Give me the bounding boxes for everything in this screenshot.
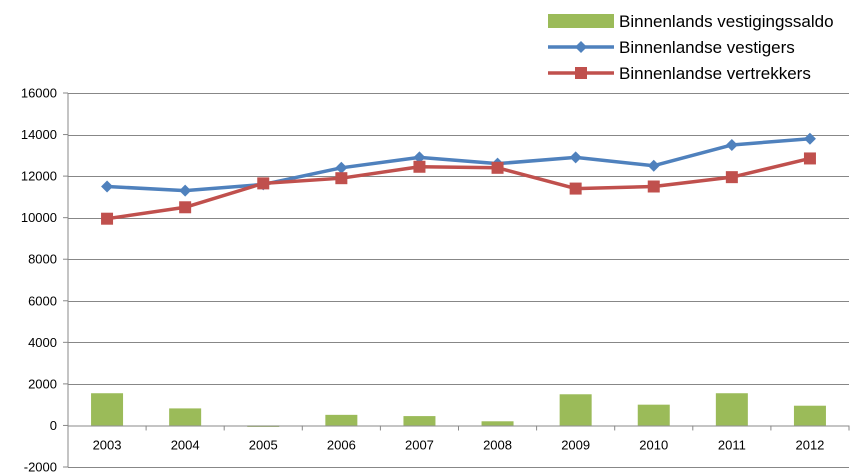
diamond-marker: [179, 184, 192, 197]
square-marker: [647, 180, 660, 193]
y-tick-label: 0: [50, 418, 57, 433]
x-tick-label: 2009: [561, 437, 590, 452]
series-line: [106, 156, 811, 221]
y-tick-label: 4000: [28, 335, 57, 350]
y-tick-label: 14000: [21, 127, 57, 142]
legend-diamond-marker: [575, 41, 587, 53]
x-tick-labels: 2003 2004 2005 2006 2007 2008 2009 2010 2011 2012: [67, 425, 850, 452]
series-line: [106, 136, 811, 193]
y-tick-label: 8000: [28, 252, 57, 267]
x-tick-label: 2011: [718, 437, 746, 452]
bar: [403, 416, 436, 426]
square-marker: [569, 182, 582, 195]
bar: [91, 393, 124, 426]
x-tick-label: 2004: [171, 437, 200, 452]
legend-entry: Binnenlandse vertrekkers: [548, 64, 811, 83]
legend: Binnenlands vestigingssaldo Binnenlandse …: [548, 12, 834, 83]
square-marker: [725, 171, 738, 184]
bar: [325, 414, 358, 426]
y-tick-label: 16000: [21, 86, 57, 101]
legend-entry: Binnenlandse vestigers: [548, 38, 795, 57]
diamond-marker: [803, 132, 816, 145]
diamond-marker: [413, 151, 426, 164]
x-tick-label: 2008: [483, 437, 512, 452]
bar: [715, 393, 748, 426]
bar: [559, 394, 592, 426]
square-marker: [257, 177, 270, 190]
y-tick-label: 6000: [28, 293, 57, 308]
y-tick-label: 2000: [28, 376, 57, 391]
legend-label: Binnenlandse vertrekkers: [619, 64, 811, 83]
legend-swatch: [548, 14, 614, 28]
legend-entry: Binnenlands vestigingssaldo: [548, 12, 834, 31]
diamond-marker: [335, 161, 348, 174]
diamond-marker: [725, 138, 738, 151]
x-tick-label: 2003: [93, 437, 122, 452]
square-marker: [335, 172, 348, 185]
x-tick-label: 2010: [639, 437, 668, 452]
square-marker: [413, 160, 426, 173]
x-tick-label: 2005: [249, 437, 278, 452]
gridlines: [68, 93, 849, 468]
bar: [481, 421, 514, 426]
diamond-marker: [569, 151, 582, 164]
y-tick-label: 10000: [21, 210, 57, 225]
y-tick-label: -2000: [24, 460, 57, 473]
line-series: [101, 132, 816, 225]
legend-label: Binnenlandse vestigers: [619, 38, 795, 57]
square-marker: [101, 212, 114, 225]
square-marker: [179, 201, 192, 214]
diamond-marker: [101, 180, 114, 193]
legend-square-marker: [575, 67, 587, 79]
bar: [793, 405, 826, 426]
square-marker: [803, 152, 816, 165]
y-tick-labels: -2000 0 2000 4000 6000 8000 10000 12000 14000 160…: [21, 86, 68, 473]
legend-label: Binnenlands vestigingssaldo: [619, 12, 834, 31]
bar: [169, 408, 202, 426]
x-tick-label: 2007: [405, 437, 434, 452]
x-tick-label: 2006: [327, 437, 356, 452]
y-tick-label: 12000: [21, 169, 57, 184]
x-tick-label: 2012: [795, 437, 824, 452]
bar: [637, 404, 670, 426]
square-marker: [491, 161, 504, 174]
bar-series: [91, 393, 826, 427]
diamond-marker: [647, 159, 660, 172]
